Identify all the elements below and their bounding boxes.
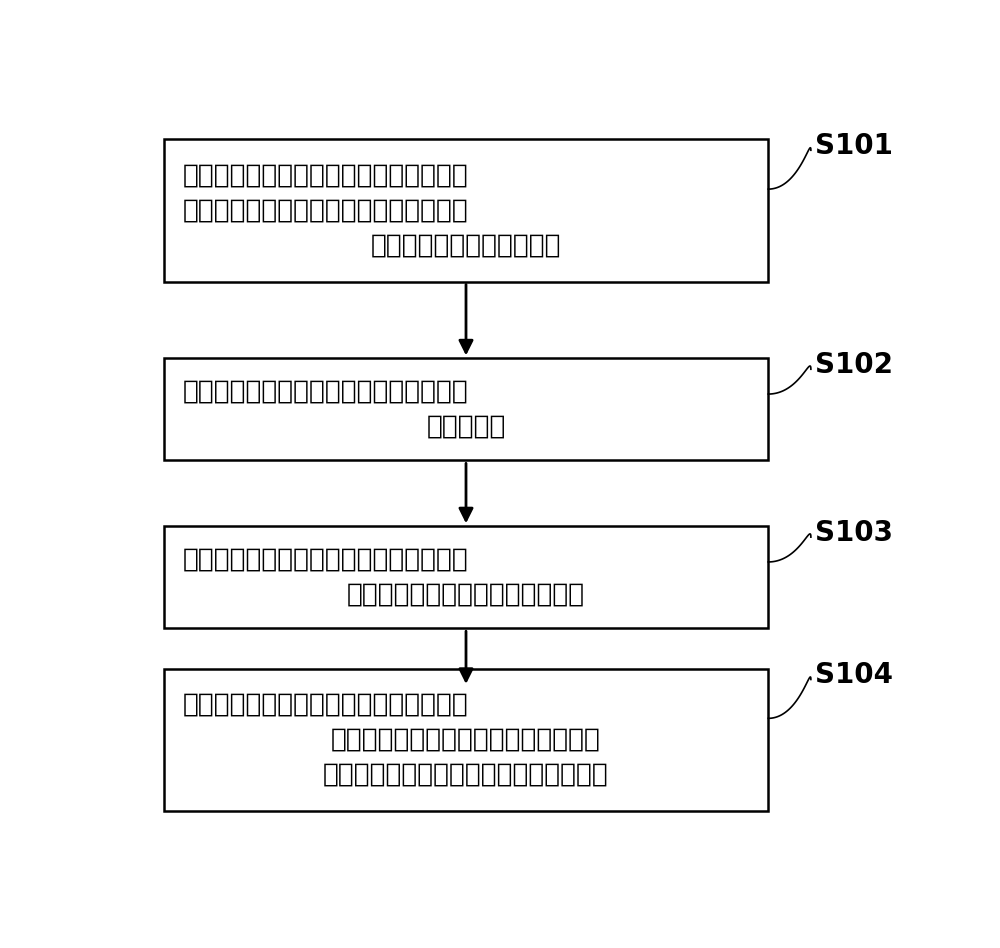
Bar bbox=[164, 668, 768, 811]
Bar bbox=[164, 526, 768, 629]
Text: S102: S102 bbox=[815, 351, 893, 379]
Text: 频率波动区域，针对各个频率波动区域设: 频率波动区域，针对各个频率波动区域设 bbox=[183, 197, 469, 224]
Bar bbox=[164, 358, 768, 461]
Text: 根据所述频率波动区域获取对应的频率稳: 根据所述频率波动区域获取对应的频率稳 bbox=[183, 692, 469, 718]
Text: 上的频率值: 上的频率值 bbox=[426, 414, 506, 440]
Text: 定控制方案，根据所述频率稳定控制方: 定控制方案，根据所述频率稳定控制方 bbox=[331, 727, 601, 753]
Bar bbox=[164, 139, 768, 282]
Text: S101: S101 bbox=[815, 132, 893, 160]
Text: 根据所述频率值和预设的频率波动区域，: 根据所述频率值和预设的频率波动区域， bbox=[183, 547, 469, 573]
Text: S103: S103 bbox=[815, 519, 893, 547]
Text: S104: S104 bbox=[815, 662, 893, 689]
Text: 案，对微电网上的母线频率进行稳定控制: 案，对微电网上的母线频率进行稳定控制 bbox=[323, 762, 609, 788]
Text: 置相应的频率稳定控制方案: 置相应的频率稳定控制方案 bbox=[371, 232, 561, 259]
Text: 利用微电源的控制器实时采集微电网母线: 利用微电源的控制器实时采集微电网母线 bbox=[183, 379, 469, 405]
Text: 判断母线频率落在的频率波动区域: 判断母线频率落在的频率波动区域 bbox=[347, 582, 585, 608]
Text: 根据频率波动范围将微电网划分为若干个: 根据频率波动范围将微电网划分为若干个 bbox=[183, 162, 469, 189]
